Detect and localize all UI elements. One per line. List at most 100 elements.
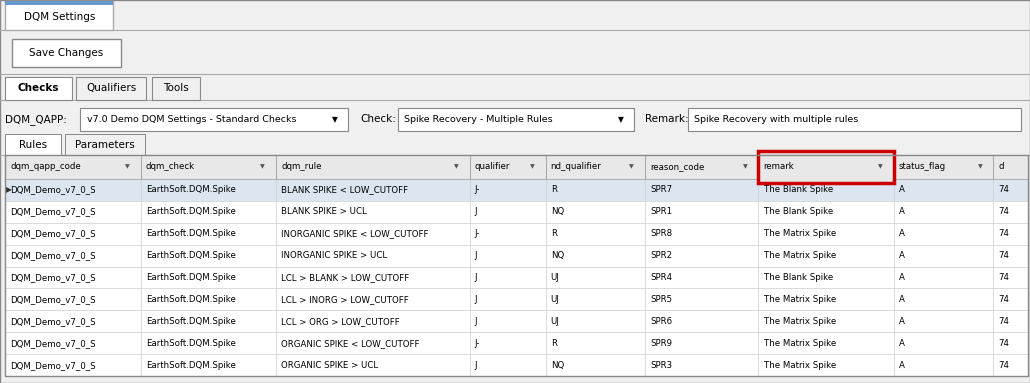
Text: 74: 74 [998, 339, 1009, 348]
Bar [894, 267, 993, 288]
Text: Rules: Rules [19, 139, 47, 150]
Text: INORGANIC SPIKE < LOW_CUTOFF: INORGANIC SPIKE < LOW_CUTOFF [281, 229, 428, 238]
Bar [894, 223, 993, 245]
Bar [276, 179, 470, 201]
Text: BLANK SPIKE < LOW_CUTOFF: BLANK SPIKE < LOW_CUTOFF [281, 185, 408, 194]
Bar [141, 179, 276, 201]
Bar [276, 288, 470, 310]
Bar [5, 1, 113, 30]
Bar [470, 155, 546, 179]
Bar [470, 267, 546, 288]
Text: A: A [899, 185, 905, 194]
Text: SPR1: SPR1 [650, 207, 673, 216]
Text: reason_code: reason_code [650, 162, 705, 172]
Bar [470, 288, 546, 310]
Text: A: A [899, 229, 905, 238]
Bar [5, 77, 72, 100]
Bar [993, 201, 1028, 223]
Text: ORGANIC SPIKE > UCL: ORGANIC SPIKE > UCL [281, 361, 378, 370]
Bar [645, 310, 758, 332]
Text: A: A [899, 251, 905, 260]
Text: The Matrix Spike: The Matrix Spike [763, 295, 835, 304]
Text: EarthSoft.DQM.Spike: EarthSoft.DQM.Spike [146, 361, 236, 370]
Text: UJ: UJ [551, 317, 559, 326]
Bar [470, 310, 546, 332]
Bar [993, 354, 1028, 376]
Bar [141, 267, 276, 288]
Text: Tools: Tools [163, 83, 190, 93]
Bar [993, 310, 1028, 332]
Text: DQM_Demo_v7_0_S: DQM_Demo_v7_0_S [10, 317, 96, 326]
Text: INORGANIC SPIKE > UCL: INORGANIC SPIKE > UCL [281, 251, 387, 260]
Text: Save Changes: Save Changes [29, 48, 104, 58]
Bar [470, 179, 546, 201]
Text: ▼: ▼ [879, 164, 883, 170]
Bar [758, 267, 894, 288]
Text: DQM_Demo_v7_0_S: DQM_Demo_v7_0_S [10, 229, 96, 238]
Text: The Matrix Spike: The Matrix Spike [763, 229, 835, 238]
Bar [5, 1, 113, 5]
Text: SPR6: SPR6 [650, 317, 673, 326]
Text: 74: 74 [998, 273, 1009, 282]
Text: The Blank Spike: The Blank Spike [763, 273, 833, 282]
Bar [894, 332, 993, 354]
Bar [645, 201, 758, 223]
Bar [276, 223, 470, 245]
Bar [546, 267, 645, 288]
Text: 74: 74 [998, 229, 1009, 238]
Bar [5, 201, 141, 223]
Text: ▼: ▼ [332, 115, 338, 124]
Bar [894, 201, 993, 223]
Text: dqm_check: dqm_check [146, 162, 195, 172]
Bar [141, 245, 276, 267]
Text: DQM_Demo_v7_0_S: DQM_Demo_v7_0_S [10, 207, 96, 216]
Text: ▼: ▼ [743, 164, 748, 170]
Text: LCL > ORG > LOW_CUTOFF: LCL > ORG > LOW_CUTOFF [281, 317, 400, 326]
Text: UJ: UJ [551, 273, 559, 282]
Text: ▼: ▼ [629, 164, 634, 170]
Bar [470, 223, 546, 245]
Bar [894, 310, 993, 332]
Text: EarthSoft.DQM.Spike: EarthSoft.DQM.Spike [146, 273, 236, 282]
Text: R: R [551, 229, 557, 238]
Bar [688, 108, 1021, 131]
Bar [5, 179, 141, 201]
Bar [5, 155, 141, 179]
Text: LCL > INORG > LOW_CUTOFF: LCL > INORG > LOW_CUTOFF [281, 295, 409, 304]
Text: nd_qualifier: nd_qualifier [551, 162, 602, 172]
Text: UJ: UJ [551, 295, 559, 304]
Bar [141, 223, 276, 245]
Bar [276, 332, 470, 354]
Bar [758, 223, 894, 245]
Text: J: J [475, 295, 477, 304]
Bar [993, 267, 1028, 288]
Text: Spike Recovery - Multiple Rules: Spike Recovery - Multiple Rules [404, 115, 552, 124]
Text: DQM_Demo_v7_0_S: DQM_Demo_v7_0_S [10, 251, 96, 260]
Text: The Blank Spike: The Blank Spike [763, 207, 833, 216]
Text: Remark:: Remark: [645, 115, 688, 124]
Bar [152, 77, 200, 100]
Text: 74: 74 [998, 185, 1009, 194]
Bar [645, 332, 758, 354]
Text: SPR2: SPR2 [650, 251, 673, 260]
Bar [758, 288, 894, 310]
Text: NQ: NQ [551, 361, 564, 370]
Bar [546, 201, 645, 223]
Bar [546, 332, 645, 354]
Bar [276, 354, 470, 376]
Bar [470, 201, 546, 223]
Text: ▶: ▶ [6, 185, 12, 194]
Text: dqm_qapp_code: dqm_qapp_code [10, 162, 81, 172]
Text: DQM_QAPP:: DQM_QAPP: [5, 114, 67, 125]
Bar [141, 155, 276, 179]
Bar [76, 77, 146, 100]
Text: J-: J- [475, 229, 480, 238]
Bar [993, 332, 1028, 354]
Bar [645, 245, 758, 267]
Text: EarthSoft.DQM.Spike: EarthSoft.DQM.Spike [146, 317, 236, 326]
Text: qualifier: qualifier [475, 162, 510, 172]
Text: A: A [899, 273, 905, 282]
Text: SPR4: SPR4 [650, 273, 673, 282]
Text: ▼: ▼ [125, 164, 130, 170]
Bar [546, 179, 645, 201]
